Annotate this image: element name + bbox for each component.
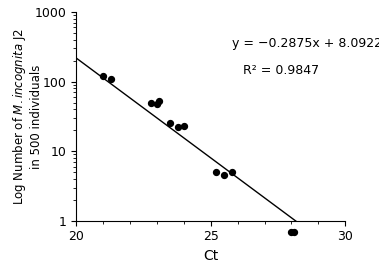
Point xyxy=(213,170,219,174)
Point xyxy=(108,76,114,81)
Point xyxy=(148,100,154,105)
X-axis label: Ct: Ct xyxy=(203,249,218,263)
Text: y = −0.2875x + 8.0922: y = −0.2875x + 8.0922 xyxy=(232,37,379,50)
Point xyxy=(221,173,227,177)
Point xyxy=(157,99,163,103)
Text: R² = 0.9847: R² = 0.9847 xyxy=(243,64,319,77)
Point xyxy=(100,74,106,78)
Point xyxy=(229,170,235,174)
Point xyxy=(291,230,297,234)
Point xyxy=(153,102,160,106)
Point xyxy=(175,125,181,130)
Point xyxy=(167,121,173,126)
Text: Log Number of $\it{M. incognita}$ J2
in 500 individuals: Log Number of $\it{M. incognita}$ J2 in … xyxy=(11,28,43,205)
Point xyxy=(181,124,187,128)
Point xyxy=(288,230,294,234)
